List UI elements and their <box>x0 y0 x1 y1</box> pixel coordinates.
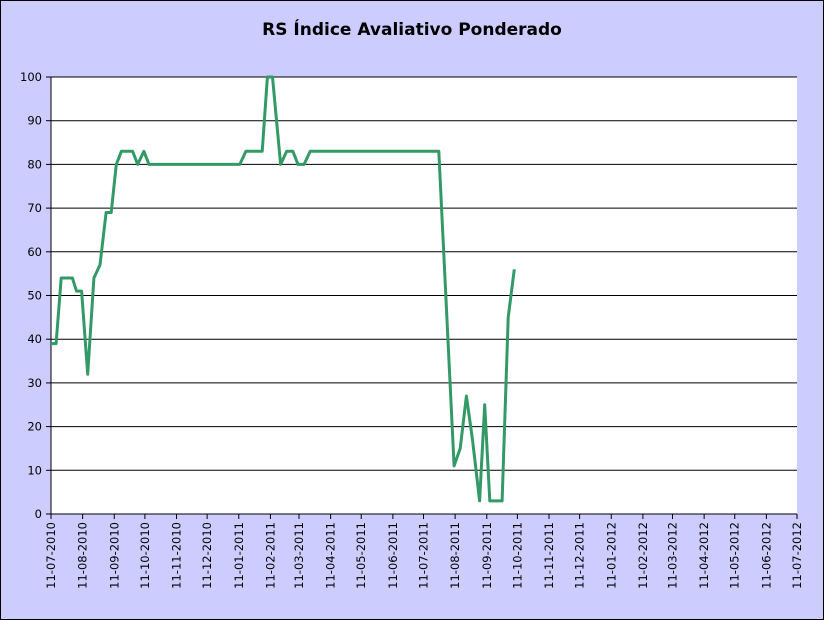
axes <box>46 76 798 519</box>
x-tick-label: 11-07-2010 <box>44 522 58 589</box>
x-tick-label: 11-09-2010 <box>107 522 121 589</box>
x-tick-label: 11-07-2011 <box>416 522 430 589</box>
x-tick-label: 11-10-2010 <box>138 522 152 589</box>
x-tick-label: 11-05-2011 <box>354 522 368 589</box>
y-tick-label: 30 <box>27 376 42 390</box>
x-tick-label: 11-04-2012 <box>697 522 711 589</box>
x-tick-label: 11-09-2011 <box>480 522 494 589</box>
series-line <box>51 75 516 503</box>
y-tick-label: 60 <box>27 245 42 259</box>
x-tick-label: 11-12-2010 <box>200 522 214 589</box>
x-tick-label: 11-04-2011 <box>324 522 338 589</box>
gridlines <box>51 76 797 471</box>
x-tick-label: 11-01-2012 <box>604 522 618 589</box>
y-tick-label: 50 <box>27 289 42 303</box>
y-tick-label: 40 <box>27 332 42 346</box>
x-tick-label: 11-10-2011 <box>510 522 524 589</box>
y-tick-label: 100 <box>20 70 42 84</box>
y-tick-labels: 0 10 20 30 40 50 60 70 80 90 100 <box>20 70 42 521</box>
x-tick-label: 11-03-2012 <box>665 522 679 589</box>
x-tick-label: 11-02-2011 <box>263 522 277 589</box>
y-tick-label: 70 <box>27 201 42 215</box>
y-tick-label: 80 <box>27 157 42 171</box>
x-tick-label: 11-06-2011 <box>386 522 400 589</box>
x-tick-labels: 11-07-2010 11-08-2010 11-09-2010 11-10-2010… <box>44 522 804 589</box>
x-tick-label: 11-01-2011 <box>232 522 246 589</box>
y-tick-label: 10 <box>27 463 42 477</box>
x-tick-label: 11-12-2011 <box>573 522 587 589</box>
x-tick-label: 11-11-2011 <box>542 522 556 589</box>
x-tick-label: 11-08-2011 <box>448 522 462 589</box>
x-tick-label: 11-11-2010 <box>170 522 184 589</box>
x-tick-label: 11-06-2012 <box>759 522 773 589</box>
y-tick-label: 90 <box>27 114 42 128</box>
x-tick-label: 11-05-2012 <box>728 522 742 589</box>
y-tick-label: 20 <box>27 420 42 434</box>
y-tick-label: 0 <box>35 507 42 521</box>
x-tick-label: 11-08-2010 <box>76 522 90 589</box>
series-group <box>51 75 516 503</box>
x-tick-label: 11-02-2012 <box>636 522 650 589</box>
x-tick-label: 11-07-2012 <box>790 522 804 589</box>
chart-title: RS Índice Avaliativo Ponderado <box>262 20 562 40</box>
x-tick-label: 11-03-2011 <box>292 522 306 589</box>
